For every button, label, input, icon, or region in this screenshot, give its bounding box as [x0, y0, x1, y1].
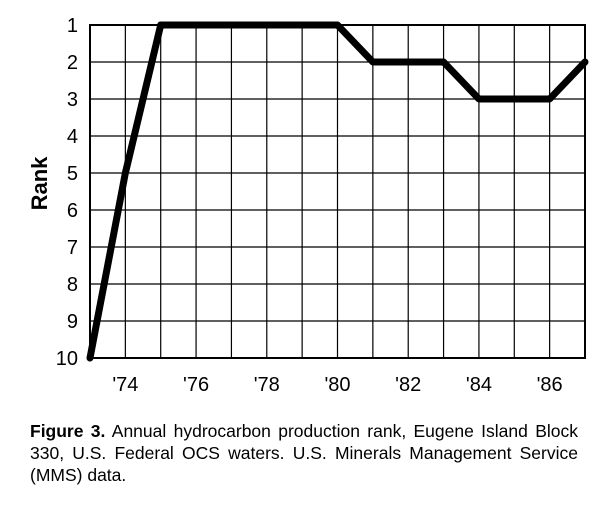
y-tick-label: 4 [67, 126, 78, 148]
x-tick-label: '76 [183, 374, 209, 396]
y-tick-label: 7 [67, 237, 78, 259]
caption-label: Figure 3. [30, 421, 106, 441]
rank-series-line [86, 21, 589, 362]
x-tick-label: '74 [112, 374, 138, 396]
y-tick-label: 8 [67, 274, 78, 296]
rank-chart: 1 2 3 4 5 6 7 8 9 10 '74 '76 '78 '80 '82 '84 '86 Rank [27, 15, 589, 396]
y-tick-label: 6 [67, 200, 78, 222]
y-tick-label: 1 [67, 15, 78, 37]
vertical-gridlines [89, 25, 586, 358]
y-tick-label: 5 [67, 163, 78, 185]
caption-text: Annual hydrocarbon production rank, Euge… [30, 421, 578, 485]
x-tick-label: '84 [466, 374, 492, 396]
x-tick-label: '86 [537, 374, 563, 396]
x-tick-label: '82 [395, 374, 421, 396]
y-tick-labels: 1 2 3 4 5 6 7 8 9 10 [56, 15, 78, 370]
x-tick-label: '80 [324, 374, 350, 396]
figure-caption: Figure 3. Annual hydrocarbon production … [30, 420, 578, 486]
y-axis-title: Rank [27, 156, 52, 211]
series-layer [86, 21, 589, 362]
y-tick-label: 10 [56, 348, 78, 370]
y-tick-label: 3 [67, 89, 78, 111]
y-tick-label: 9 [67, 311, 78, 333]
x-tick-labels: '74 '76 '78 '80 '82 '84 '86 [112, 374, 562, 396]
x-tick-label: '78 [254, 374, 280, 396]
y-tick-label: 2 [67, 52, 78, 74]
